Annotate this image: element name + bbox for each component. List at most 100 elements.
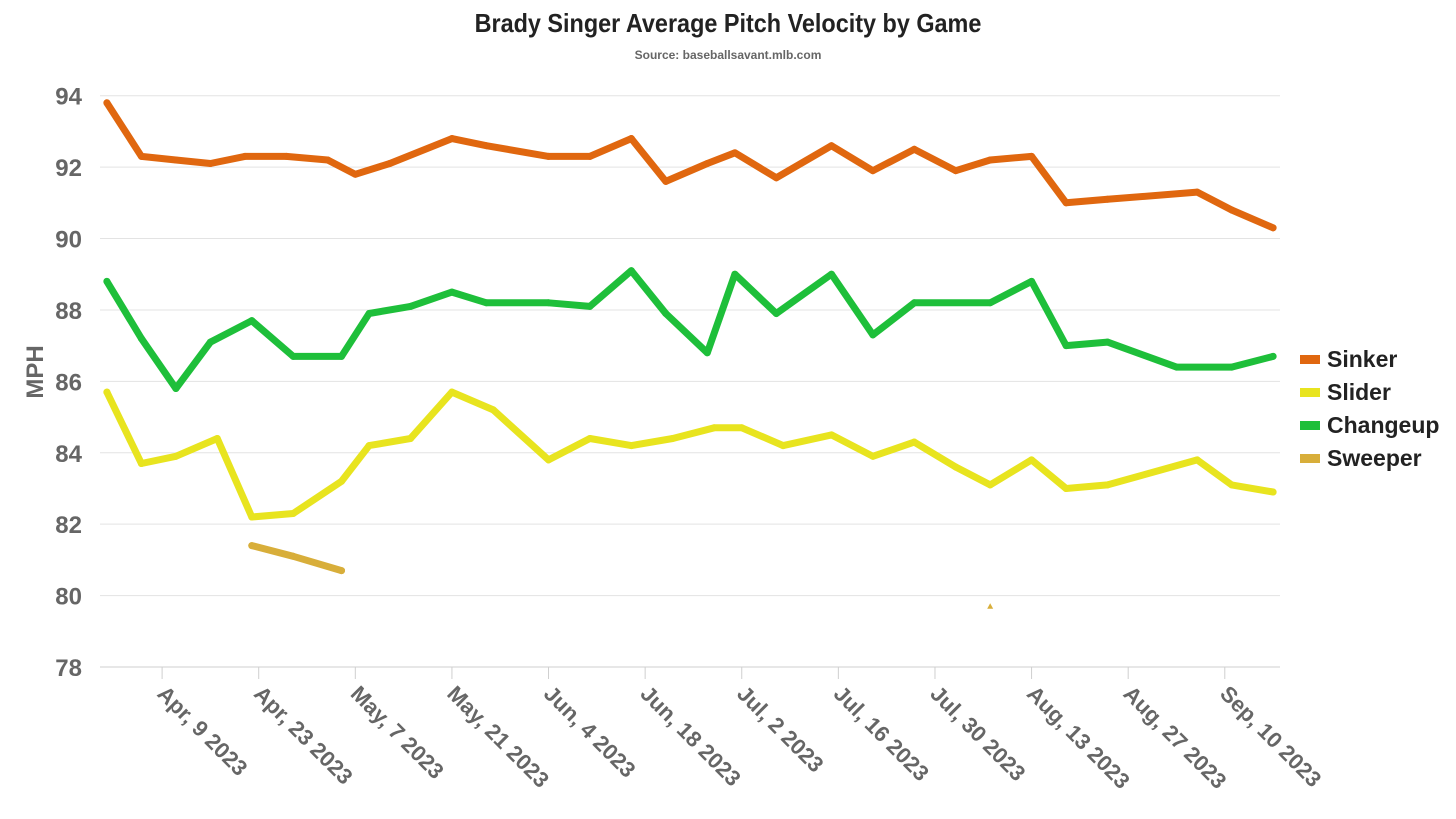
data-point-changeup [827,270,835,278]
data-point-sinker [986,156,994,164]
data-point-changeup [1228,363,1236,371]
data-point-slider [545,456,553,464]
data-point-slider [710,424,718,432]
data-point-slider [338,477,346,485]
data-point-sinker [172,156,180,164]
data-point-slider [248,513,256,521]
data-point-sinker [282,152,290,160]
data-point-sinker [1062,199,1070,207]
data-point-sinker [772,174,780,182]
data-point-sweeper [248,542,256,550]
x-tick-label: Jul, 2 2023 [732,681,828,777]
y-tick-label: 82 [55,512,82,539]
data-point-changeup [986,299,994,307]
data-point-changeup [206,338,214,346]
y-axis-label: MPH [22,345,49,398]
data-point-sinker [137,152,145,160]
legend-swatch [1300,421,1320,430]
data-point-changeup [1269,352,1277,360]
data-point-slider [827,431,835,439]
data-point-sinker [545,152,553,160]
data-point-sinker [448,135,456,143]
data-point-changeup [338,352,346,360]
data-point-slider [289,509,297,517]
legend-item-slider[interactable]: Slider [1300,376,1439,409]
data-point-sinker [1193,188,1201,196]
data-point-sinker [731,149,739,157]
data-point-sinker [324,156,332,164]
data-point-slider [1028,456,1036,464]
data-point-slider [738,424,746,432]
data-point-slider [586,434,594,442]
data-point-sweeper [338,567,346,575]
legend-label: Changeup [1327,412,1440,438]
series-line-changeup [103,267,1277,392]
y-tick-label: 90 [55,227,82,254]
data-point-slider [448,388,456,396]
legend-swatch [1300,355,1320,364]
y-tick-label: 92 [55,155,82,182]
data-point-sinker [910,145,918,153]
data-point-changeup [137,335,145,343]
data-point-sinker [482,142,490,150]
data-point-changeup [103,277,111,285]
series-lines [103,99,1277,609]
data-point-sinker [662,177,670,185]
legend-item-sweeper[interactable]: Sweeper [1300,442,1439,475]
data-point-slider [1062,484,1070,492]
data-point-changeup [248,317,256,325]
data-point-changeup [910,299,918,307]
data-point-changeup [662,310,670,318]
data-point-slider [1228,481,1236,489]
data-point-sinker [1103,195,1111,203]
legend: Sinker Slider Changeup Sweeper [1300,343,1439,475]
x-tick-label: May, 21 2023 [442,681,554,793]
data-point-sinker [351,170,359,178]
data-point-sweeper [987,603,994,609]
data-point-changeup [731,270,739,278]
data-point-changeup [1062,342,1070,350]
data-point-sinker [1269,224,1277,232]
data-point-slider [869,452,877,460]
data-point-changeup [586,302,594,310]
data-point-slider [172,452,180,460]
data-point-changeup [545,299,553,307]
data-point-sinker [386,160,394,168]
data-point-sinker [586,152,594,160]
data-point-slider [1103,481,1111,489]
legend-swatch [1300,388,1320,397]
series-line-slider [103,388,1277,521]
data-point-changeup [1103,338,1111,346]
x-tick-label: Jul, 16 2023 [829,681,934,786]
y-tick-label: 78 [55,655,82,682]
chart-title: Brady Singer Average Pitch Velocity by G… [474,8,982,38]
data-point-slider [910,438,918,446]
x-tick-label: Jun, 18 2023 [636,681,746,791]
x-tick-label: Aug, 13 2023 [1022,681,1135,794]
data-point-sinker [869,167,877,175]
data-point-slider [986,481,994,489]
data-point-slider [952,463,960,471]
series-line-sweeper [248,542,345,575]
x-tick-label: Aug, 27 2023 [1119,681,1232,794]
data-point-sinker [1228,206,1236,214]
legend-item-changeup[interactable]: Changeup [1300,409,1439,442]
data-point-changeup [482,299,490,307]
series-line-sinker [103,99,1277,232]
data-point-slider [365,442,373,450]
data-point-slider [779,442,787,450]
data-point-sinker [703,160,711,168]
legend-label: Sinker [1327,346,1398,372]
y-tick-label: 94 [55,84,82,111]
x-tick-label: Jun, 4 2023 [539,681,641,783]
legend-item-sinker[interactable]: Sinker [1300,343,1439,376]
data-point-changeup [703,349,711,357]
data-point-slider [1269,488,1277,496]
data-point-slider [213,434,221,442]
data-point-changeup [1172,363,1180,371]
data-point-changeup [627,267,635,275]
data-point-slider [137,459,145,467]
data-point-slider [627,442,635,450]
data-point-sinker [627,135,635,143]
